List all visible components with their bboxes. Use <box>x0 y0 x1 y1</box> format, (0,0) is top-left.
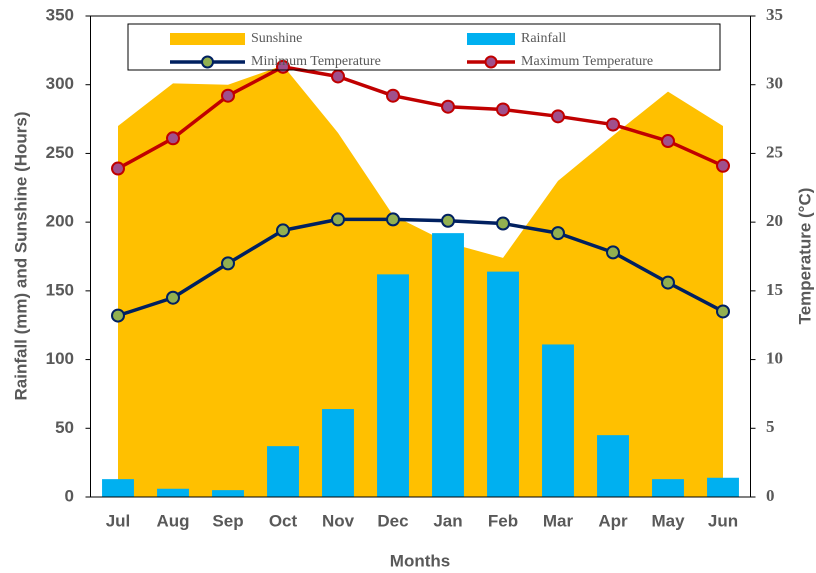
point <box>221 88 235 103</box>
line <box>117 65 724 171</box>
bar <box>212 490 244 497</box>
y-tick-label: 250 <box>46 143 74 162</box>
bar <box>652 479 684 497</box>
bar <box>377 274 409 497</box>
y-tick-label: 50 <box>55 418 74 437</box>
x-axis-title: Months <box>390 551 450 570</box>
point <box>441 99 455 114</box>
legend-label: Minimum Temperature <box>251 54 381 69</box>
x-tick-label: Feb <box>488 511 518 530</box>
y-tick-label: 350 <box>46 5 74 24</box>
y2-tick-label: 0 <box>766 486 775 505</box>
point <box>551 226 565 241</box>
point <box>551 109 565 124</box>
y2-tick-label: 30 <box>766 74 783 93</box>
point <box>386 88 400 103</box>
point <box>716 158 730 173</box>
bar <box>102 479 134 497</box>
point <box>606 245 620 260</box>
point <box>111 308 125 323</box>
y2-tick-label: 25 <box>766 142 783 161</box>
x-tick-label: Oct <box>269 511 298 530</box>
point <box>661 134 675 149</box>
point <box>496 216 510 231</box>
point <box>716 304 730 319</box>
x-tick-label: Nov <box>322 511 355 530</box>
point <box>166 290 180 305</box>
point <box>276 223 290 238</box>
y-tick-label: 0 <box>65 486 74 505</box>
legend-swatch <box>170 33 245 45</box>
x-tick-label: Apr <box>598 511 628 530</box>
y-tick-label: 200 <box>46 212 74 231</box>
x-tick-label: Mar <box>543 511 574 530</box>
point <box>331 69 345 84</box>
bar <box>157 488 189 497</box>
y-tick-label: 100 <box>46 349 74 368</box>
y2-tick-label: 35 <box>766 5 783 24</box>
x-tick-label: May <box>651 511 685 530</box>
x-tick-label: Aug <box>156 511 189 530</box>
point <box>661 275 675 290</box>
legend-marker <box>201 55 214 69</box>
bar <box>322 409 354 497</box>
y2-tick-label: 20 <box>766 211 783 230</box>
y2-tick-label: 5 <box>766 417 775 436</box>
point <box>496 102 510 117</box>
bar <box>432 233 464 497</box>
bar <box>707 477 739 497</box>
line <box>117 217 724 318</box>
bar <box>597 435 629 497</box>
point <box>606 117 620 132</box>
x-tick-label: Dec <box>377 511 408 530</box>
bar <box>542 344 574 497</box>
x-tick-label: Sep <box>212 511 243 530</box>
point <box>166 131 180 146</box>
legend-box <box>127 23 721 71</box>
legend-label: Rainfall <box>521 31 566 46</box>
legend-label: Maximum Temperature <box>521 54 653 69</box>
bar <box>267 446 299 497</box>
plot-frame <box>90 15 751 498</box>
y-tick-label: 150 <box>46 280 74 299</box>
point <box>331 212 345 227</box>
point <box>441 213 455 228</box>
point <box>111 161 125 176</box>
y-axis-title: Rainfall (mm) and Sunshine (Hours) <box>11 111 30 400</box>
y2-tick-label: 15 <box>766 280 783 299</box>
y-tick-label: 300 <box>46 74 74 93</box>
point <box>221 256 235 271</box>
x-tick-label: Jul <box>106 511 131 530</box>
legend-swatch <box>467 33 515 45</box>
point <box>386 212 400 227</box>
y2-axis-title: Temperature (°C) <box>795 188 814 325</box>
bar <box>487 271 519 497</box>
x-tick-label: Jan <box>433 511 462 530</box>
y2-tick-label: 10 <box>766 348 783 367</box>
legend-label: Sunshine <box>251 31 302 46</box>
legend-marker <box>484 55 498 69</box>
x-tick-label: Jun <box>708 511 738 530</box>
